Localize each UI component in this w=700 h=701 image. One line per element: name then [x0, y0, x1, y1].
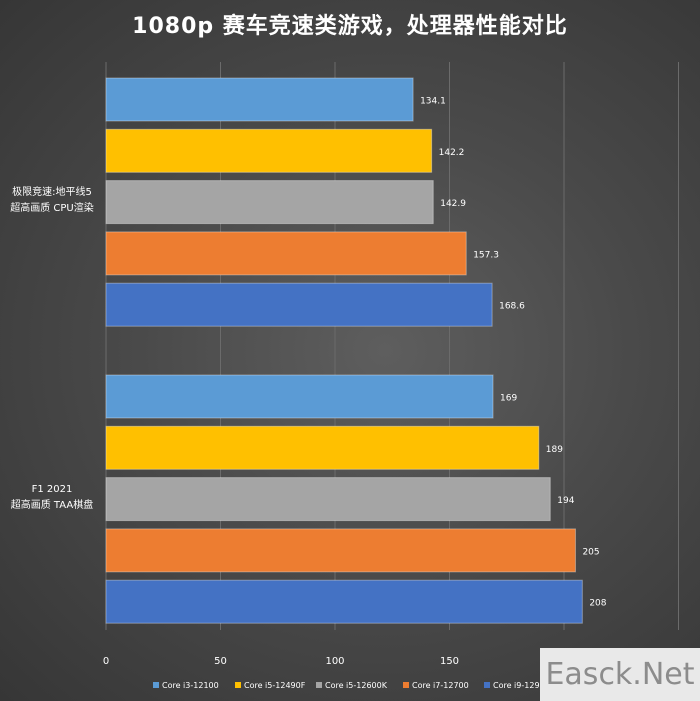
bar — [105, 282, 493, 327]
x-tick-label: 100 — [325, 656, 344, 667]
bar — [105, 180, 434, 225]
bar — [105, 579, 583, 624]
data-label: 205 — [582, 547, 599, 557]
data-label: 157.3 — [473, 250, 499, 260]
legend-label: Core i5-12490F — [244, 681, 306, 690]
legend-swatch — [403, 682, 409, 688]
data-label: 189 — [546, 445, 563, 455]
bar — [105, 231, 467, 276]
chart-title: 1080p 赛车竞速类游戏，处理器性能对比 — [132, 14, 568, 39]
legend-label: Core i9-1290 — [493, 681, 545, 690]
data-label: 208 — [589, 599, 606, 609]
data-label: 142.9 — [440, 199, 466, 209]
legend-label: Core i5-12600K — [325, 681, 388, 690]
category-label: 极限竞速:地平线5 — [12, 185, 92, 198]
watermark: Easck.Net — [540, 648, 700, 701]
legend-swatch — [316, 682, 322, 688]
category-label: F1 2021 — [32, 484, 73, 495]
legend-swatch — [484, 682, 490, 688]
category-label: 超高画质 TAA棋盘 — [11, 498, 93, 511]
bar — [105, 528, 576, 573]
data-label: 134.1 — [420, 97, 446, 107]
legend-swatch — [235, 682, 241, 688]
data-label: 194 — [557, 496, 574, 506]
legend-label: Core i7-12700 — [412, 681, 469, 690]
bar — [105, 77, 414, 122]
x-tick-label: 50 — [214, 656, 227, 667]
legend-swatch — [153, 682, 159, 688]
data-label: 169 — [500, 394, 517, 404]
legend-label: Core i3-12100 — [162, 681, 219, 690]
category-label: 超高画质 CPU渲染 — [10, 201, 94, 214]
bar — [105, 425, 540, 470]
bar — [105, 374, 494, 419]
x-tick-label: 150 — [440, 656, 459, 667]
bar — [105, 128, 433, 173]
x-tick-label: 0 — [103, 656, 109, 667]
data-label: 142.2 — [439, 148, 465, 158]
data-label: 168.6 — [499, 302, 525, 312]
bar — [105, 477, 551, 522]
